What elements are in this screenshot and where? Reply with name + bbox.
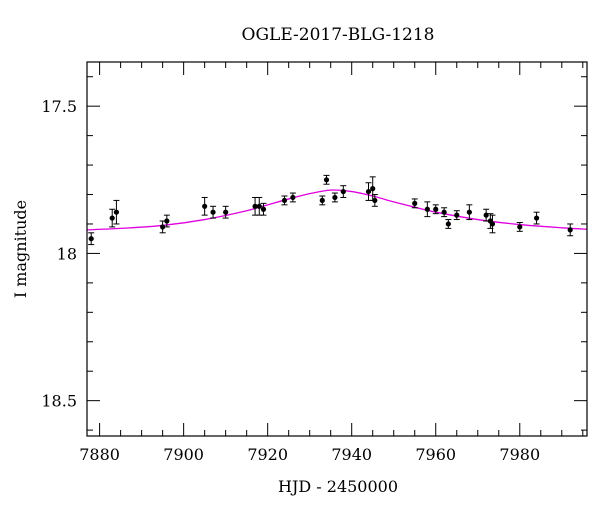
data-point — [365, 182, 372, 201]
data-point — [163, 214, 170, 228]
data-point — [323, 174, 330, 185]
point-marker — [256, 203, 262, 209]
point-marker — [260, 206, 267, 212]
data-point — [210, 205, 217, 219]
point-marker — [202, 203, 208, 209]
data-point — [489, 214, 496, 234]
point-marker — [252, 203, 258, 209]
plot-frame — [86, 61, 588, 437]
point-marker — [164, 218, 170, 224]
data-point — [371, 194, 378, 207]
point-marker — [454, 212, 460, 218]
data-points-layer — [88, 174, 574, 246]
data-point — [340, 185, 347, 198]
data-point — [445, 219, 452, 229]
data-point — [201, 196, 208, 216]
data-point — [483, 208, 490, 222]
data-point — [533, 211, 540, 225]
data-point — [411, 198, 418, 209]
x-tick-label: 7900 — [163, 445, 204, 464]
point-marker — [323, 177, 330, 183]
x-axis-label: HJD - 2450000 — [278, 477, 398, 496]
point-marker — [517, 224, 523, 230]
data-point — [567, 223, 574, 237]
x-tick-label: 7880 — [79, 445, 120, 464]
point-marker — [466, 209, 472, 215]
data-point — [432, 204, 439, 215]
point-marker — [340, 188, 346, 195]
point-marker — [370, 186, 376, 192]
chart-title: OGLE-2017-BLG-1218 — [242, 25, 435, 45]
x-tick-label: 7920 — [247, 445, 288, 464]
point-marker — [319, 197, 325, 204]
point-marker — [424, 206, 430, 212]
point-marker — [109, 215, 115, 221]
data-point — [319, 195, 326, 206]
y-tick-label: 18 — [57, 244, 77, 263]
point-marker — [567, 227, 573, 233]
data-point — [331, 192, 338, 203]
data-point — [441, 207, 448, 218]
y-tick-label: 17.5 — [41, 97, 77, 116]
point-marker — [160, 224, 166, 230]
data-point — [289, 192, 296, 203]
data-point — [113, 199, 120, 225]
data-point — [159, 220, 166, 234]
tick-labels: 7880 7900 7920 7940 7960 7980 17.5 18 18.5 — [41, 97, 540, 464]
x-tick-label: 7940 — [331, 445, 372, 464]
axis-ticks — [87, 62, 587, 436]
x-tick-label: 7960 — [415, 445, 456, 464]
point-marker — [489, 221, 496, 227]
point-marker — [88, 236, 94, 242]
point-marker — [533, 215, 540, 221]
point-marker — [113, 209, 120, 215]
y-tick-label: 18.5 — [41, 392, 77, 411]
data-point — [516, 221, 523, 232]
point-marker — [290, 194, 296, 201]
point-marker — [441, 209, 447, 215]
point-marker — [445, 221, 451, 227]
point-marker — [372, 197, 378, 204]
data-point — [466, 204, 473, 221]
point-marker — [412, 200, 418, 206]
data-point — [256, 196, 263, 216]
point-marker — [332, 194, 338, 201]
data-point — [222, 205, 229, 219]
point-marker — [365, 188, 372, 195]
point-marker — [223, 209, 229, 215]
point-marker — [281, 197, 288, 204]
data-point — [453, 210, 460, 221]
x-tick-label: 7980 — [499, 445, 540, 464]
data-point — [281, 195, 288, 206]
point-marker — [433, 206, 439, 212]
point-marker — [210, 209, 216, 215]
data-point — [260, 202, 267, 216]
data-point — [109, 208, 116, 228]
y-axis-label: I magnitude — [11, 200, 30, 298]
data-point — [424, 201, 431, 218]
data-point — [88, 232, 95, 246]
